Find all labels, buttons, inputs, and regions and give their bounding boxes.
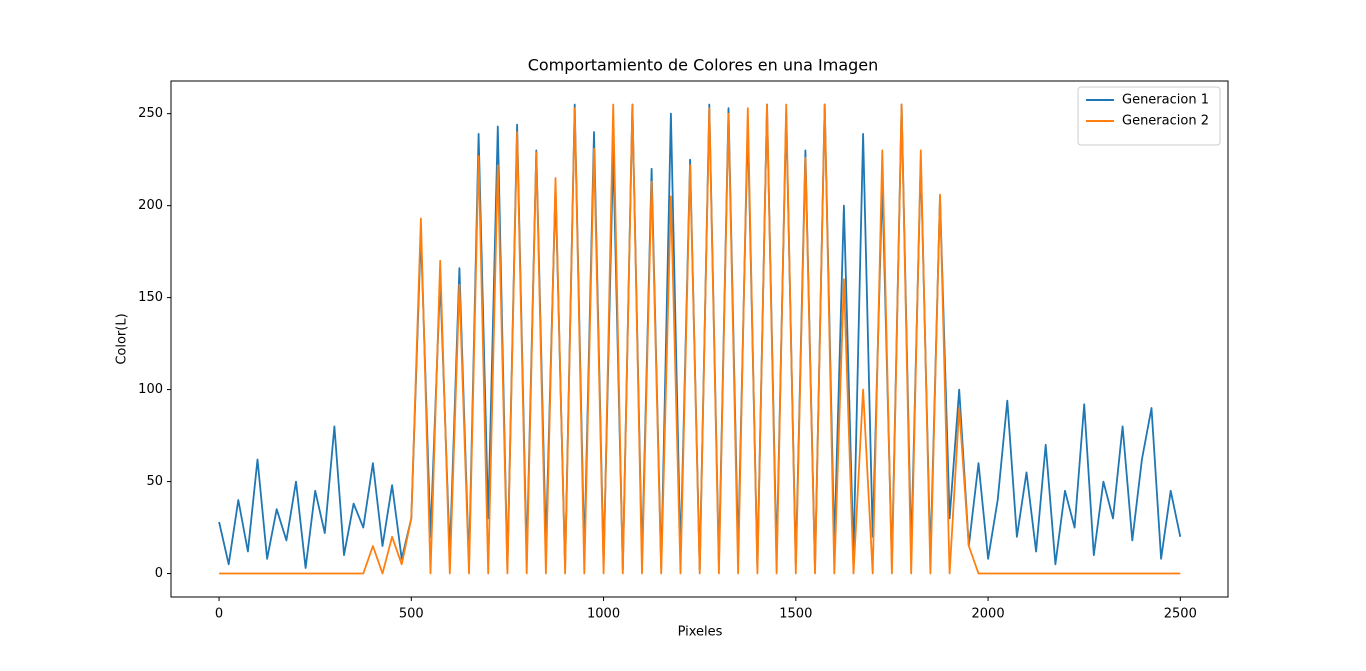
y-axis-label: Color(L) <box>115 313 130 364</box>
y-tick-label: 0 <box>155 566 163 581</box>
legend-label: Generacion 2 <box>1122 114 1209 129</box>
plot-frame <box>170 80 1229 598</box>
x-tick-label: 1000 <box>587 607 620 622</box>
y-tick-label: 150 <box>138 290 163 305</box>
x-axis-label: Pixeles <box>678 625 723 640</box>
y-tick-label: 100 <box>138 382 163 397</box>
x-tick-label: 2500 <box>1164 607 1197 622</box>
x-tick-label: 1500 <box>779 607 812 622</box>
y-tick-label: 200 <box>138 198 163 213</box>
legend-label: Generacion 1 <box>1122 93 1209 108</box>
legend-box <box>1077 86 1221 146</box>
y-tick-label: 50 <box>146 474 163 489</box>
x-tick-label: 500 <box>399 607 424 622</box>
chart-title: Comportamiento de Colores en una Imagen <box>528 56 879 75</box>
x-tick-label: 2000 <box>972 607 1005 622</box>
y-tick-label: 250 <box>138 106 163 121</box>
x-tick-label: 0 <box>215 607 223 622</box>
series-line <box>219 103 1181 575</box>
